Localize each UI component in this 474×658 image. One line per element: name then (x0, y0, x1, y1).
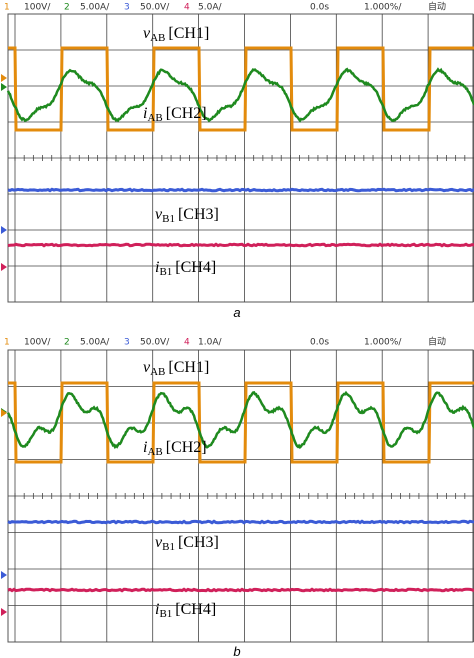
label-subscript: B1 (159, 266, 172, 278)
channel-marker (1, 226, 7, 234)
label-subscript: AB (150, 366, 165, 378)
header-text: 5.00A/ (80, 3, 110, 13)
label-tag: [CH2] (166, 439, 207, 456)
header-text: 4 (184, 3, 190, 13)
caption: a (233, 305, 240, 320)
label-subscript: AB (147, 446, 162, 458)
channel-marker (1, 83, 7, 91)
label-tag: [CH4] (175, 259, 216, 276)
ch4-trace (8, 244, 474, 245)
label-tag: [CH1] (168, 25, 209, 42)
header-text: 0.0s (310, 338, 329, 348)
label-subscript: B1 (159, 608, 172, 620)
label-tag: [CH2] (166, 105, 207, 122)
header-text: 100V/ (24, 3, 51, 13)
header-text: 50.0V/ (140, 338, 170, 348)
header-text: 5.00A/ (80, 338, 110, 348)
caption: b (233, 644, 240, 658)
label-tag: [CH4] (175, 601, 216, 618)
header-text: 4 (184, 338, 190, 348)
channel-marker (1, 263, 7, 271)
header-text: 自动 (428, 336, 446, 348)
ch3-trace (8, 521, 474, 522)
label-subscript: AB (150, 32, 165, 44)
header-text: 1.000%/ (364, 3, 402, 13)
header-text: 5.0A/ (198, 3, 222, 13)
channel-marker (1, 608, 7, 616)
label-subscript: AB (147, 112, 162, 124)
ch3-trace (8, 189, 474, 190)
header-text: 3 (124, 338, 130, 348)
header-text: 1.000%/ (364, 338, 402, 348)
ch4-trace (8, 589, 474, 590)
label-tag: [CH1] (168, 359, 209, 376)
header-text: 0.0s (310, 3, 329, 13)
label-tag: [CH3] (178, 534, 219, 551)
header-text: 1 (4, 338, 10, 348)
label-subscript: B1 (162, 541, 175, 553)
label-subscript: B1 (162, 213, 175, 225)
header-text: 3 (124, 3, 130, 13)
header-text: 2 (64, 3, 70, 13)
scope-panel: 1 100V/2 5.00A/3 50.0V/4 5.0A/0.0s 1.000%/自动v… (1, 1, 474, 303)
figure: 1 100V/2 5.00A/3 50.0V/4 5.0A/0.0s 1.000%/自动v… (0, 0, 474, 658)
header-text: 自动 (428, 1, 446, 13)
channel-marker (1, 571, 7, 579)
header-text: 1.0A/ (198, 338, 222, 348)
channel-marker (1, 74, 7, 82)
label-tag: [CH3] (178, 206, 219, 223)
header-text: 50.0V/ (140, 3, 170, 13)
header-text: 100V/ (24, 338, 51, 348)
header-text: 1 (4, 3, 10, 13)
scope-panel: 1 100V/2 5.00A/3 50.0V/4 1.0A/0.0s 1.000%/自动v… (1, 336, 474, 643)
header-text: 2 (64, 338, 70, 348)
